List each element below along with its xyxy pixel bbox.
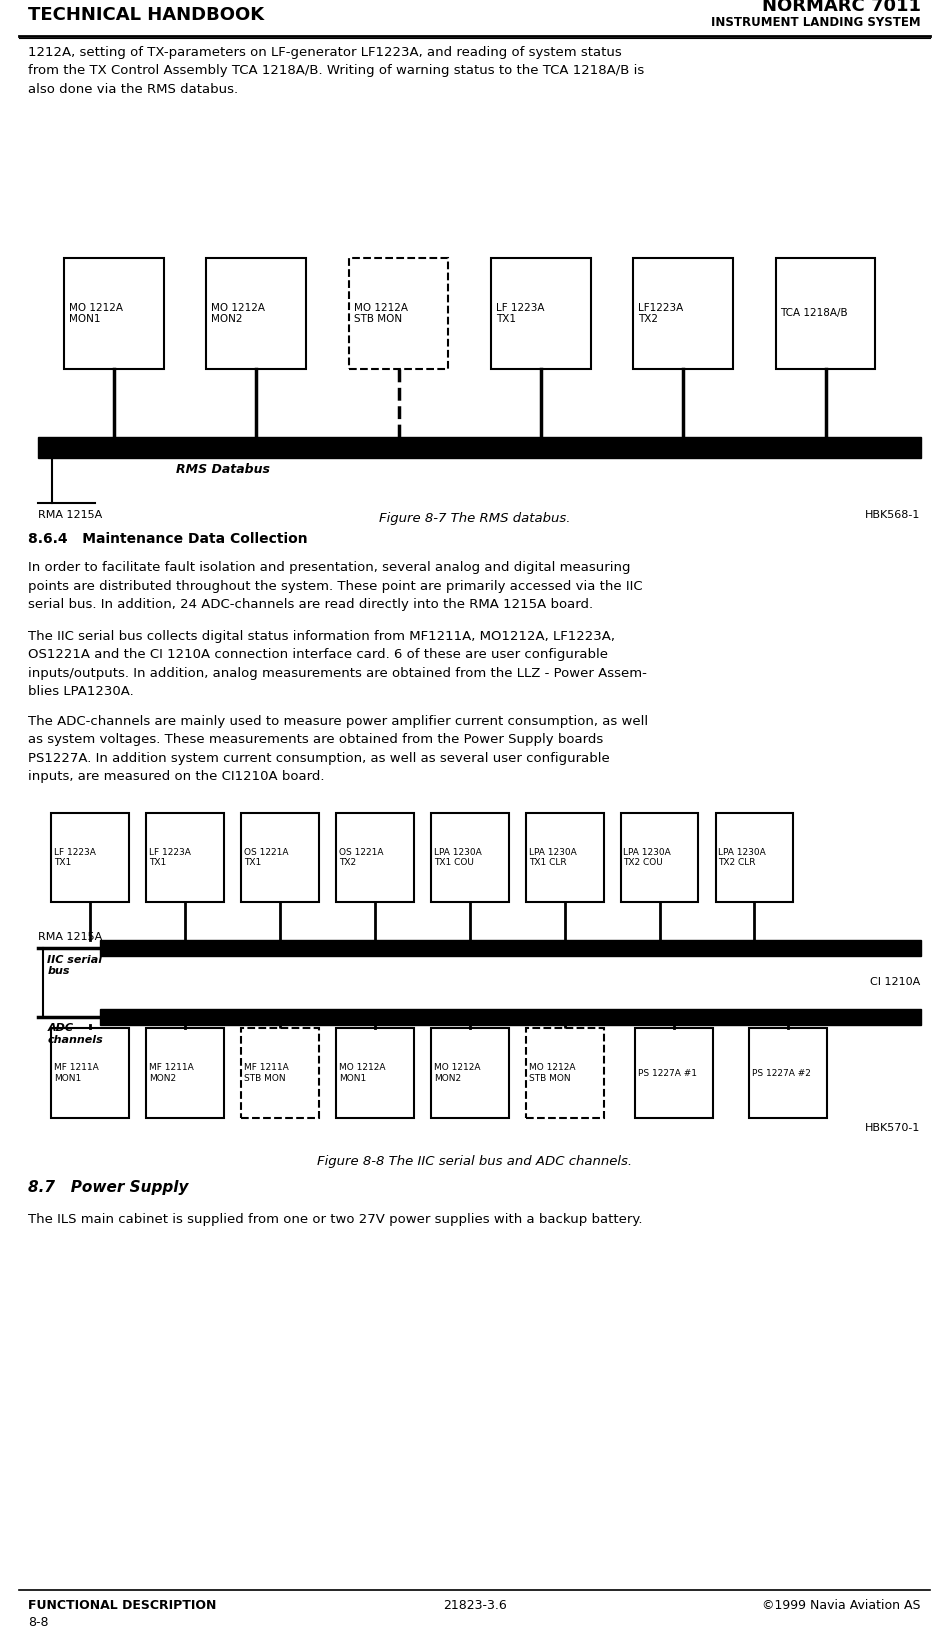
- Text: MO 1212A
MON1: MO 1212A MON1: [69, 302, 122, 325]
- Text: ©1999 Navia Aviation AS: ©1999 Navia Aviation AS: [762, 1599, 921, 1612]
- Text: In order to facilitate fault isolation and presentation, several analog and digi: In order to facilitate fault isolation a…: [28, 561, 643, 612]
- Text: LPA 1230A
TX1 CLR: LPA 1230A TX1 CLR: [529, 849, 576, 867]
- Bar: [241, 1028, 319, 1118]
- Text: IIC serial
bus: IIC serial bus: [47, 955, 102, 976]
- Bar: [635, 1028, 713, 1118]
- Text: MF 1211A
STB MON: MF 1211A STB MON: [244, 1064, 288, 1082]
- Bar: [749, 1028, 827, 1118]
- Text: 21823-3.6: 21823-3.6: [442, 1599, 507, 1612]
- Text: 8.6.4   Maintenance Data Collection: 8.6.4 Maintenance Data Collection: [28, 532, 308, 547]
- Bar: [634, 258, 733, 369]
- Text: The ADC-channels are mainly used to measure power amplifier current consumption,: The ADC-channels are mainly used to meas…: [28, 715, 648, 783]
- Bar: [775, 258, 875, 369]
- Text: MO 1212A
MON2: MO 1212A MON2: [212, 302, 265, 325]
- Text: OS 1221A
TX2: OS 1221A TX2: [339, 849, 383, 867]
- Bar: [336, 813, 414, 902]
- Bar: [146, 813, 224, 902]
- Bar: [207, 258, 306, 369]
- Bar: [349, 258, 448, 369]
- Bar: [716, 813, 793, 902]
- Text: Figure 8-7 The RMS databus.: Figure 8-7 The RMS databus.: [379, 512, 570, 526]
- Bar: [38, 436, 921, 457]
- Text: MO 1212A
STB MON: MO 1212A STB MON: [529, 1064, 575, 1082]
- Bar: [100, 940, 921, 956]
- Text: 8-8: 8-8: [28, 1616, 49, 1629]
- Text: TECHNICAL HANDBOOK: TECHNICAL HANDBOOK: [28, 5, 265, 23]
- Bar: [526, 813, 604, 902]
- Text: NORMARC 7011: NORMARC 7011: [761, 0, 921, 15]
- Text: LPA 1230A
TX2 CLR: LPA 1230A TX2 CLR: [718, 849, 766, 867]
- Text: TCA 1218A/B: TCA 1218A/B: [780, 308, 848, 318]
- Bar: [431, 1028, 509, 1118]
- Bar: [51, 813, 129, 902]
- Text: The IIC serial bus collects digital status information from MF1211A, MO1212A, LF: The IIC serial bus collects digital stat…: [28, 630, 647, 698]
- Bar: [621, 813, 698, 902]
- Text: LPA 1230A
TX2 COU: LPA 1230A TX2 COU: [623, 849, 671, 867]
- Bar: [431, 813, 509, 902]
- Text: HBK570-1: HBK570-1: [865, 1123, 921, 1133]
- Text: ADC
channels: ADC channels: [47, 1023, 103, 1044]
- Bar: [100, 1009, 921, 1025]
- Text: The ILS main cabinet is supplied from one or two 27V power supplies with a backu: The ILS main cabinet is supplied from on…: [28, 1213, 643, 1226]
- Text: Figure 8-8 The IIC serial bus and ADC channels.: Figure 8-8 The IIC serial bus and ADC ch…: [317, 1155, 632, 1169]
- Text: LF 1223A
TX1: LF 1223A TX1: [149, 849, 191, 867]
- Bar: [241, 813, 319, 902]
- Text: MF 1211A
MON2: MF 1211A MON2: [149, 1064, 194, 1082]
- Text: RMA 1215A: RMA 1215A: [38, 509, 102, 521]
- Text: PS 1227A #1: PS 1227A #1: [638, 1069, 697, 1077]
- Text: PS 1227A #2: PS 1227A #2: [752, 1069, 810, 1077]
- Text: LF1223A
TX2: LF1223A TX2: [638, 302, 683, 325]
- Bar: [65, 258, 163, 369]
- Text: FUNCTIONAL DESCRIPTION: FUNCTIONAL DESCRIPTION: [28, 1599, 216, 1612]
- Text: INSTRUMENT LANDING SYSTEM: INSTRUMENT LANDING SYSTEM: [711, 16, 921, 28]
- Text: 8.7   Power Supply: 8.7 Power Supply: [28, 1180, 189, 1195]
- Text: MF 1211A
MON1: MF 1211A MON1: [54, 1064, 99, 1082]
- Bar: [146, 1028, 224, 1118]
- Text: MO 1212A
STB MON: MO 1212A STB MON: [353, 302, 407, 325]
- Bar: [336, 1028, 414, 1118]
- Text: LF 1223A
TX1: LF 1223A TX1: [495, 302, 545, 325]
- Text: MO 1212A
MON2: MO 1212A MON2: [434, 1064, 480, 1082]
- Bar: [492, 258, 590, 369]
- Text: LF 1223A
TX1: LF 1223A TX1: [54, 849, 96, 867]
- Bar: [51, 1028, 129, 1118]
- Text: RMS Databus: RMS Databus: [176, 463, 270, 475]
- Text: CI 1210A: CI 1210A: [870, 978, 921, 987]
- Text: HBK568-1: HBK568-1: [865, 509, 921, 521]
- Text: MO 1212A
MON1: MO 1212A MON1: [339, 1064, 385, 1082]
- Bar: [526, 1028, 604, 1118]
- Text: 1212A, setting of TX-parameters on LF-generator LF1223A, and reading of system s: 1212A, setting of TX-parameters on LF-ge…: [28, 46, 644, 96]
- Text: OS 1221A
TX1: OS 1221A TX1: [244, 849, 288, 867]
- Text: RMA 1215A: RMA 1215A: [38, 932, 102, 942]
- Text: LPA 1230A
TX1 COU: LPA 1230A TX1 COU: [434, 849, 481, 867]
